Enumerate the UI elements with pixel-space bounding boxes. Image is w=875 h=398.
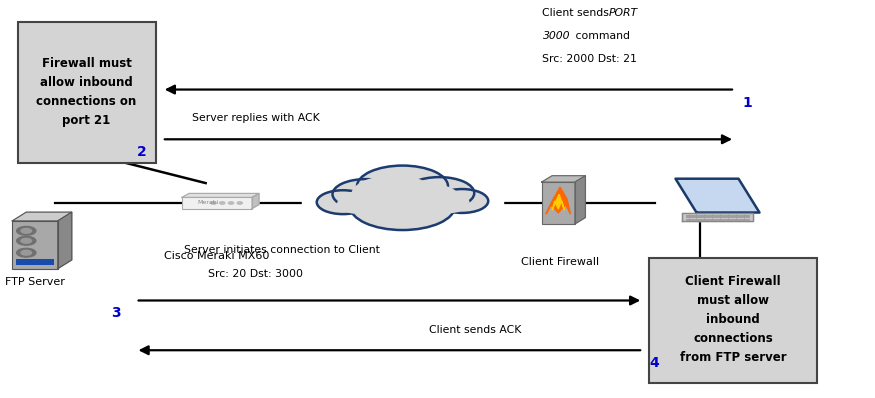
Circle shape bbox=[398, 184, 459, 212]
Circle shape bbox=[357, 184, 448, 226]
Polygon shape bbox=[302, 165, 503, 229]
Circle shape bbox=[237, 202, 242, 204]
Text: Cisco Meraki MX60: Cisco Meraki MX60 bbox=[164, 251, 270, 261]
Polygon shape bbox=[552, 194, 564, 210]
Polygon shape bbox=[575, 176, 585, 224]
FancyBboxPatch shape bbox=[16, 259, 54, 265]
Text: Server initiates connection to Client: Server initiates connection to Client bbox=[184, 245, 380, 255]
Polygon shape bbox=[542, 176, 585, 182]
Polygon shape bbox=[182, 193, 259, 197]
Text: Src: 2000 Dst: 21: Src: 2000 Dst: 21 bbox=[542, 54, 637, 64]
FancyBboxPatch shape bbox=[12, 221, 58, 269]
Circle shape bbox=[404, 177, 474, 209]
Circle shape bbox=[17, 236, 36, 245]
Polygon shape bbox=[252, 193, 259, 209]
Text: Client Firewall
must allow
inbound
connections
from FTP server: Client Firewall must allow inbound conne… bbox=[680, 275, 787, 365]
Text: Client sends ACK: Client sends ACK bbox=[429, 325, 522, 335]
Text: 2: 2 bbox=[137, 145, 147, 159]
Circle shape bbox=[350, 182, 455, 230]
Text: Server replies with ACK: Server replies with ACK bbox=[192, 113, 320, 123]
Circle shape bbox=[357, 166, 448, 207]
Circle shape bbox=[211, 202, 216, 204]
Circle shape bbox=[338, 194, 380, 213]
Circle shape bbox=[220, 202, 225, 204]
Circle shape bbox=[332, 179, 399, 209]
Text: Meraki: Meraki bbox=[198, 201, 219, 205]
Text: Client sends: Client sends bbox=[542, 8, 612, 18]
Circle shape bbox=[317, 190, 369, 214]
Circle shape bbox=[17, 248, 36, 257]
Text: 3: 3 bbox=[111, 306, 121, 320]
Polygon shape bbox=[58, 212, 72, 269]
Circle shape bbox=[21, 238, 31, 243]
Circle shape bbox=[348, 186, 404, 212]
Text: Firewall must
allow inbound
connections on
port 21: Firewall must allow inbound connections … bbox=[37, 57, 136, 127]
Polygon shape bbox=[676, 179, 760, 213]
Polygon shape bbox=[682, 213, 753, 221]
Circle shape bbox=[17, 226, 36, 235]
Text: 3000: 3000 bbox=[542, 31, 570, 41]
Text: command: command bbox=[572, 31, 630, 41]
Polygon shape bbox=[12, 212, 72, 221]
Text: FTP Server: FTP Server bbox=[5, 277, 65, 287]
Circle shape bbox=[21, 228, 31, 233]
FancyBboxPatch shape bbox=[182, 197, 252, 209]
Text: 1: 1 bbox=[742, 96, 752, 109]
Circle shape bbox=[21, 250, 31, 255]
Circle shape bbox=[352, 176, 436, 214]
FancyBboxPatch shape bbox=[649, 258, 817, 383]
Polygon shape bbox=[546, 187, 570, 214]
Text: 4: 4 bbox=[649, 356, 659, 370]
Circle shape bbox=[228, 202, 234, 204]
Text: PORT: PORT bbox=[609, 8, 638, 18]
FancyBboxPatch shape bbox=[542, 182, 575, 224]
Text: Client Firewall: Client Firewall bbox=[521, 257, 599, 267]
Text: Client: Client bbox=[702, 257, 733, 267]
FancyBboxPatch shape bbox=[18, 22, 156, 163]
Circle shape bbox=[436, 189, 488, 213]
Text: Src: 20 Dst: 3000: Src: 20 Dst: 3000 bbox=[208, 269, 304, 279]
Circle shape bbox=[427, 193, 469, 213]
